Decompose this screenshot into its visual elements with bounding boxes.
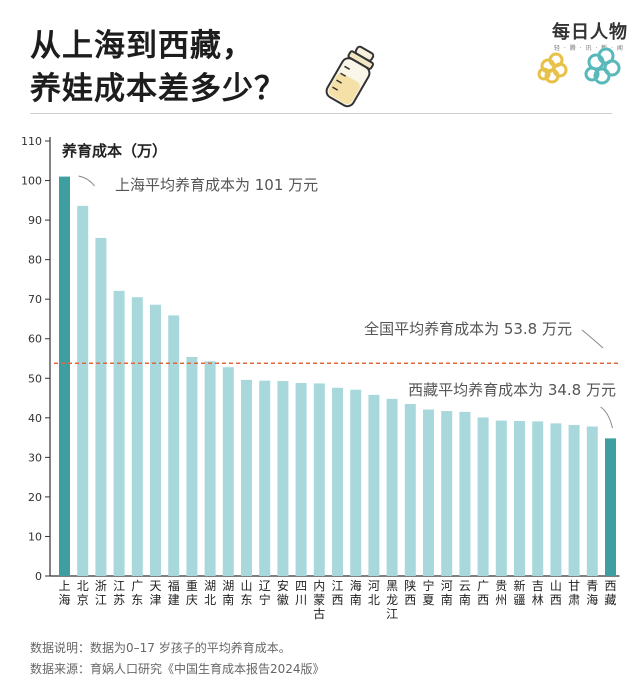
bar-9 <box>204 361 216 576</box>
x-tick-label: 江西 <box>331 579 343 607</box>
x-tick-label: 黑龙江 <box>386 579 398 621</box>
logo-name: 每日人物 <box>552 22 628 43</box>
y-tick-label: 90 <box>28 214 42 227</box>
bar-8 <box>186 356 198 576</box>
bar-24 <box>477 417 489 576</box>
bar-3 <box>95 237 107 577</box>
y-tick-label: 80 <box>28 254 42 267</box>
x-tick-label: 上海 <box>58 579 70 607</box>
x-tick-label: 陕西 <box>404 578 416 607</box>
bar-6 <box>150 304 161 576</box>
y-axis-title: 养育成本（万） <box>61 142 167 160</box>
y-tick-label: 60 <box>28 333 42 346</box>
bar-1 <box>59 176 70 576</box>
x-tick-label: 四川 <box>295 579 307 607</box>
x-tick-label: 山东 <box>240 579 252 607</box>
bar-23 <box>459 411 471 576</box>
x-tick-label: 青海 <box>586 579 598 607</box>
bar-10 <box>222 367 234 576</box>
bar-31 <box>605 438 616 576</box>
y-tick-label: 70 <box>28 293 42 306</box>
shanghai-annotation: 上海平均养育成本为 101 万元 <box>115 176 318 194</box>
average-annotation: 全国平均养育成本为 53.8 万元 <box>364 320 572 338</box>
baby-bottle-icon <box>325 45 375 108</box>
bar-16 <box>332 387 343 576</box>
bar-21 <box>423 409 434 576</box>
shanghai-leader-line <box>78 175 95 187</box>
y-tick-label: 10 <box>28 530 42 543</box>
x-tick-label: 贵州 <box>495 579 507 607</box>
x-tick-label: 新疆 <box>513 578 525 607</box>
y-tick-label: 50 <box>28 372 42 385</box>
bar-14 <box>295 383 307 576</box>
logo-sub: 轻 · 腾 · 讯 · 新 · 闻 <box>554 45 624 52</box>
title-line-1: 从上海到西藏， <box>30 28 254 64</box>
bar-17 <box>350 389 362 576</box>
bar-25 <box>495 420 507 576</box>
bar-28 <box>550 423 562 576</box>
x-tick-label: 云南 <box>459 579 471 607</box>
brand-logo: 每日人物 轻 · 腾 · 讯 · 新 · 闻 <box>530 14 630 94</box>
bar-27 <box>532 421 544 576</box>
bar-7 <box>168 315 180 576</box>
bar-12 <box>259 380 271 576</box>
bar-19 <box>386 398 398 576</box>
bar-22 <box>441 411 453 576</box>
x-tick-label: 山西 <box>550 579 562 607</box>
tibet-leader-line <box>600 406 613 429</box>
tibet-annotation: 西藏平均养育成本为 34.8 万元 <box>408 381 616 399</box>
y-tick-label: 20 <box>28 491 42 504</box>
x-tick-label: 北京 <box>77 579 89 607</box>
y-tick-label: 40 <box>28 412 42 425</box>
x-tick-label: 广东 <box>131 579 143 607</box>
x-tick-label: 安徽 <box>277 578 289 607</box>
x-tick-label: 吉林 <box>532 579 544 607</box>
footnote-data-source: 数据来源：育娲人口研究《中国生育成本报告2024版》 <box>30 662 325 676</box>
x-tick-label: 西藏 <box>604 579 616 607</box>
flower-logo-icon <box>537 47 621 85</box>
y-tick-label: 30 <box>28 451 42 464</box>
footnote-data-note: 数据说明：数据为0–17 岁孩子的平均养育成本。 <box>30 641 291 655</box>
x-tick-label: 内蒙古 <box>313 579 325 621</box>
x-tick-label: 福建 <box>168 578 180 607</box>
bar-13 <box>277 381 289 576</box>
title-divider <box>30 113 612 114</box>
x-tick-label: 河南 <box>441 579 453 607</box>
x-tick-label: 广西 <box>477 579 489 607</box>
bar-2 <box>77 205 89 576</box>
bar-18 <box>368 394 380 576</box>
x-tick-label: 宁夏 <box>422 578 434 607</box>
x-tick-label: 海南 <box>350 578 362 607</box>
title-line-2: 养娃成本差多少？ <box>30 71 286 107</box>
x-tick-label: 重庆 <box>186 579 198 607</box>
x-tick-label: 河北 <box>368 579 380 607</box>
bar-30 <box>586 426 598 576</box>
x-tick-label: 江苏 <box>113 579 125 607</box>
bar-5 <box>131 297 143 576</box>
y-tick-label: 0 <box>35 570 42 583</box>
x-tick-label: 浙江 <box>95 579 107 607</box>
x-tick-label: 天津 <box>149 579 161 607</box>
x-tick-label: 辽宁 <box>259 579 271 607</box>
bar-15 <box>313 383 325 576</box>
x-tick-label: 湖北 <box>204 578 216 607</box>
average-leader-line <box>581 329 604 349</box>
y-tick-label: 110 <box>21 135 42 148</box>
bar-26 <box>514 420 525 576</box>
bar-29 <box>568 424 580 576</box>
bar-20 <box>404 403 416 576</box>
x-tick-label: 甘肃 <box>568 579 580 607</box>
bar-4 <box>113 290 125 576</box>
x-tick-label: 湖南 <box>222 578 234 607</box>
y-tick-label: 100 <box>21 175 42 188</box>
bar-11 <box>241 379 252 576</box>
